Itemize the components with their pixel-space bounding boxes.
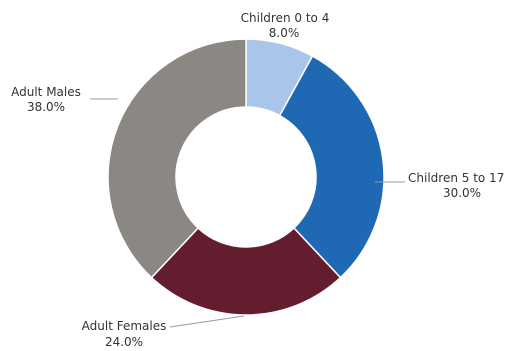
slice-value-children-5-17: 30.0% <box>443 186 481 200</box>
slice-name-children-0-4: Children 0 to 4 <box>241 11 330 25</box>
slice-name-adult-females: Adult Females <box>82 319 167 333</box>
slices-group <box>107 38 385 316</box>
slice-value-adult-males: 38.0% <box>27 100 65 114</box>
slice-name-adult-males: Adult Males <box>11 85 81 99</box>
leader-line-adult-females <box>169 315 245 328</box>
slice-value-adult-females: 24.0% <box>105 335 143 349</box>
leader-lines-group <box>90 98 405 328</box>
slice-adult-females <box>150 226 342 316</box>
slice-adult-males <box>107 38 247 279</box>
slice-value-children-0-4: 8.0% <box>269 26 300 40</box>
slice-children-5-17 <box>278 55 385 279</box>
slice-name-children-5-17: Children 5 to 17 <box>408 171 504 185</box>
